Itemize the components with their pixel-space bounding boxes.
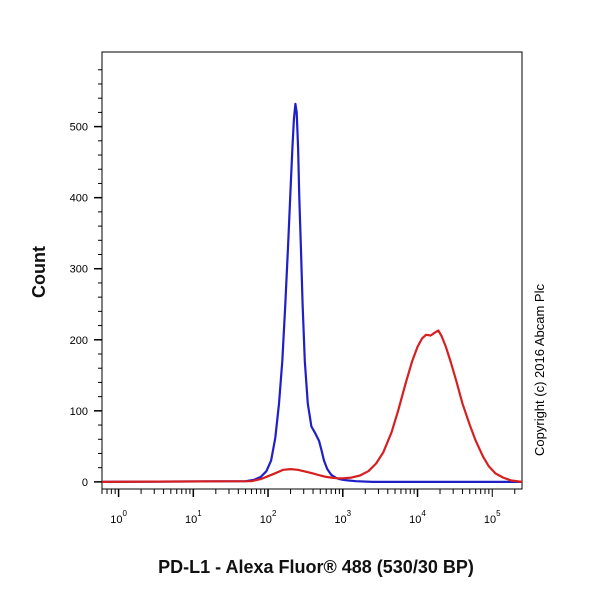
y-tick-label: 400 (70, 193, 88, 205)
series-line-1 (101, 102, 522, 483)
y-tick-label: 300 (70, 264, 88, 276)
x-axis: 100 101 102 103 104 105 (101, 489, 516, 526)
x-tick-label: 102 (260, 509, 277, 526)
plot-frame (101, 51, 523, 490)
y-tick-label: 200 (70, 335, 88, 347)
series-line-2 (101, 329, 523, 483)
y-tick-label: 100 (70, 406, 88, 418)
x-tick-label: 100 (110, 509, 127, 526)
y-axis-title: Count (29, 246, 49, 298)
x-tick-label: 101 (185, 509, 202, 526)
y-tick-label: 500 (70, 122, 88, 134)
x-tick-label: 105 (484, 509, 501, 526)
y-tick-label: 0 (82, 477, 88, 489)
x-tick-label: 103 (334, 509, 351, 526)
series-layer (101, 102, 523, 483)
x-axis-title: PD-L1 - Alexa Fluor® 488 (530/30 BP) (158, 557, 474, 577)
copyright-annotation: Copyright (c) 2016 Abcam Plc (532, 284, 547, 456)
y-axis: 0 100 200 300 400 500 (70, 69, 102, 489)
x-tick-label: 104 (409, 509, 426, 526)
